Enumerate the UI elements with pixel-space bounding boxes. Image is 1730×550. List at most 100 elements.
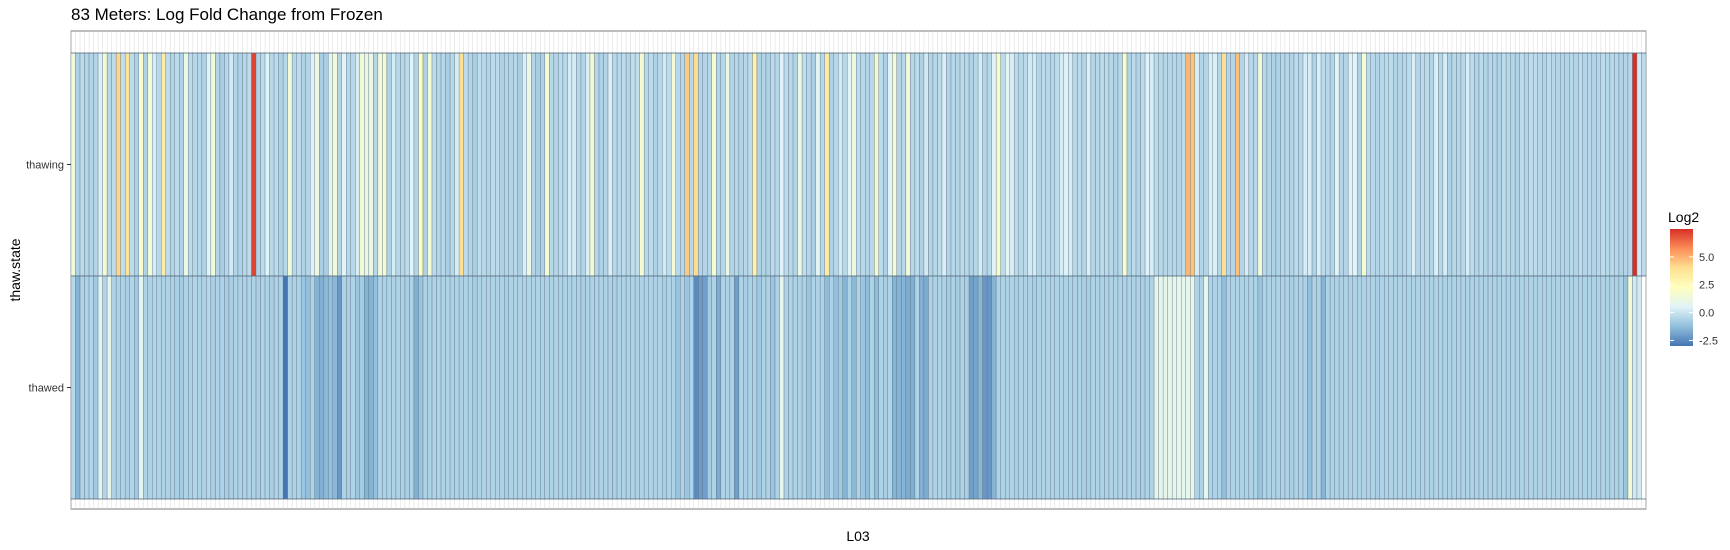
heatmap-cell-thawed-67 bbox=[373, 275, 379, 500]
heatmap-cell-thawing-229 bbox=[1104, 52, 1110, 277]
heatmap-cell-thawed-105 bbox=[544, 275, 550, 500]
heatmap-cell-thawed-296 bbox=[1406, 275, 1412, 500]
heatmap-cell-thawing-273 bbox=[1302, 52, 1308, 277]
heatmap-cell-thawing-262 bbox=[1253, 52, 1259, 277]
heatmap-cell-thawed-270 bbox=[1289, 275, 1295, 500]
heatmap-cell-thawed-203 bbox=[986, 275, 992, 500]
heatmap-cell-thawed-137 bbox=[689, 275, 694, 500]
heatmap-cell-thawing-106 bbox=[549, 52, 555, 277]
heatmap-cell-thawed-299 bbox=[1420, 275, 1426, 500]
heatmap-cell-thawed-338 bbox=[1596, 275, 1602, 500]
heatmap-cell-thawed-172 bbox=[847, 275, 852, 500]
heatmap-cell-thawed-275 bbox=[1311, 275, 1317, 500]
heatmap-cell-thawing-180 bbox=[883, 52, 889, 277]
heatmap-cell-thawing-187 bbox=[914, 52, 920, 277]
heatmap-cell-thawing-173 bbox=[851, 52, 857, 277]
heatmap-cell-thawing-268 bbox=[1280, 52, 1286, 277]
heatmap-cell-thawed-80 bbox=[431, 275, 437, 500]
heatmap-cell-thawing-79 bbox=[427, 52, 433, 277]
heatmap-cell-thawed-131 bbox=[662, 275, 667, 500]
legend-tick-label: 0.0 bbox=[1699, 308, 1714, 320]
heatmap-cell-thawing-348 bbox=[1641, 52, 1647, 277]
heatmap-cell-thawing-9 bbox=[111, 52, 117, 277]
heatmap-cell-thawing-222 bbox=[1072, 52, 1078, 277]
heatmap-cell-thawing-227 bbox=[1095, 52, 1101, 277]
heatmap-cell-thawed-120 bbox=[612, 275, 618, 500]
heatmap-cell-thawing-76 bbox=[413, 52, 419, 277]
heatmap-cell-thawed-169 bbox=[833, 275, 839, 500]
heatmap-cell-thawed-17 bbox=[147, 275, 153, 500]
heatmap-cell-thawing-285 bbox=[1356, 52, 1362, 277]
heatmap-cell-thawing-48 bbox=[287, 52, 293, 277]
heatmap-cell-thawed-158 bbox=[783, 275, 789, 500]
heatmap-cell-thawed-303 bbox=[1438, 275, 1444, 500]
heatmap-cell-thawed-255 bbox=[1221, 275, 1227, 500]
heatmap-cell-thawed-23 bbox=[174, 275, 180, 500]
heatmap-cell-thawed-206 bbox=[1000, 275, 1006, 500]
heatmap-cell-thawed-229 bbox=[1104, 275, 1110, 500]
heatmap-cell-thawing-244 bbox=[1171, 52, 1177, 277]
heatmap-cell-thawing-58 bbox=[332, 52, 338, 277]
heatmap-cell-thawed-44 bbox=[269, 275, 275, 500]
heatmap-cell-thawed-192 bbox=[937, 275, 943, 500]
heatmap-cell-thawing-85 bbox=[454, 52, 460, 277]
heatmap-cell-thawing-19 bbox=[156, 52, 162, 277]
heatmap-cell-thawing-181 bbox=[887, 52, 893, 277]
heatmap-cell-thawed-217 bbox=[1050, 275, 1055, 500]
heatmap-cell-thawing-43 bbox=[264, 52, 270, 277]
legend-tick-label: -2.5 bbox=[1699, 335, 1718, 347]
heatmap-cell-thawing-290 bbox=[1379, 52, 1385, 277]
heatmap-cell-thawing-276 bbox=[1316, 52, 1322, 277]
heatmap-cell-thawed-202 bbox=[982, 275, 988, 500]
heatmap-cell-thawed-43 bbox=[264, 275, 270, 500]
heatmap-cell-thawed-286 bbox=[1361, 275, 1367, 500]
heatmap-cell-thawed-97 bbox=[508, 275, 514, 500]
heatmap-cell-thawed-145 bbox=[725, 275, 731, 500]
heatmap-cell-thawing-300 bbox=[1424, 52, 1430, 277]
heatmap-cell-thawed-157 bbox=[779, 275, 785, 500]
heatmap-cell-thawed-122 bbox=[621, 275, 627, 500]
heatmap-cell-thawing-179 bbox=[878, 52, 884, 277]
heatmap-cell-thawed-63 bbox=[355, 275, 360, 500]
heatmap-cell-thawed-58 bbox=[332, 275, 338, 500]
heatmap-cell-thawing-284 bbox=[1352, 52, 1358, 277]
heatmap-cell-thawed-78 bbox=[422, 275, 428, 500]
heatmap-cell-thawed-53 bbox=[310, 275, 315, 500]
heatmap-cell-thawing-38 bbox=[242, 52, 248, 277]
heatmap-cell-thawed-35 bbox=[228, 275, 234, 500]
heatmap-cell-thawing-144 bbox=[720, 52, 726, 277]
heatmap-cell-thawed-64 bbox=[359, 275, 365, 500]
heatmap-cell-thawed-207 bbox=[1004, 275, 1010, 500]
heatmap-cell-thawed-211 bbox=[1023, 275, 1028, 500]
heatmap-cell-thawed-2 bbox=[79, 275, 85, 500]
heatmap-cell-thawed-109 bbox=[562, 275, 568, 500]
heatmap-cell-thawing-172 bbox=[847, 52, 852, 277]
heatmap-cell-thawing-279 bbox=[1329, 52, 1335, 277]
heatmap-cell-thawed-228 bbox=[1099, 275, 1105, 500]
heatmap-cell-thawed-333 bbox=[1573, 275, 1579, 500]
heatmap-cell-thawed-306 bbox=[1451, 275, 1457, 500]
heatmap-cell-thawed-180 bbox=[883, 275, 889, 500]
heatmap-cell-thawed-54 bbox=[314, 275, 320, 500]
heatmap-cell-thawed-263 bbox=[1257, 275, 1263, 500]
heatmap-cell-thawing-287 bbox=[1366, 52, 1371, 277]
heatmap-cell-thawing-200 bbox=[973, 52, 979, 277]
heatmap-cell-thawing-289 bbox=[1375, 52, 1380, 277]
heatmap-cell-thawed-312 bbox=[1478, 275, 1484, 500]
heatmap-cell-thawing-301 bbox=[1429, 52, 1435, 277]
heatmap-cell-thawed-11 bbox=[120, 275, 126, 500]
heatmap-cell-thawed-163 bbox=[806, 275, 812, 500]
heatmap-cell-thawing-87 bbox=[463, 52, 469, 277]
heatmap-cell-thawing-120 bbox=[612, 52, 618, 277]
heatmap-cell-thawed-10 bbox=[115, 275, 121, 500]
heatmap-cell-thawing-228 bbox=[1099, 52, 1105, 277]
heatmap-cell-thawed-93 bbox=[490, 275, 496, 500]
heatmap-cell-thawing-243 bbox=[1167, 52, 1173, 277]
heatmap-cell-thawing-153 bbox=[761, 52, 767, 277]
heatmap-cell-thawing-94 bbox=[495, 52, 500, 277]
heatmap-cell-thawing-275 bbox=[1311, 52, 1317, 277]
heatmap-cell-thawed-71 bbox=[391, 275, 397, 500]
heatmap-cell-thawed-308 bbox=[1460, 275, 1466, 500]
heatmap-cell-thawing-195 bbox=[950, 52, 956, 277]
heatmap-cell-thawing-261 bbox=[1248, 52, 1254, 277]
